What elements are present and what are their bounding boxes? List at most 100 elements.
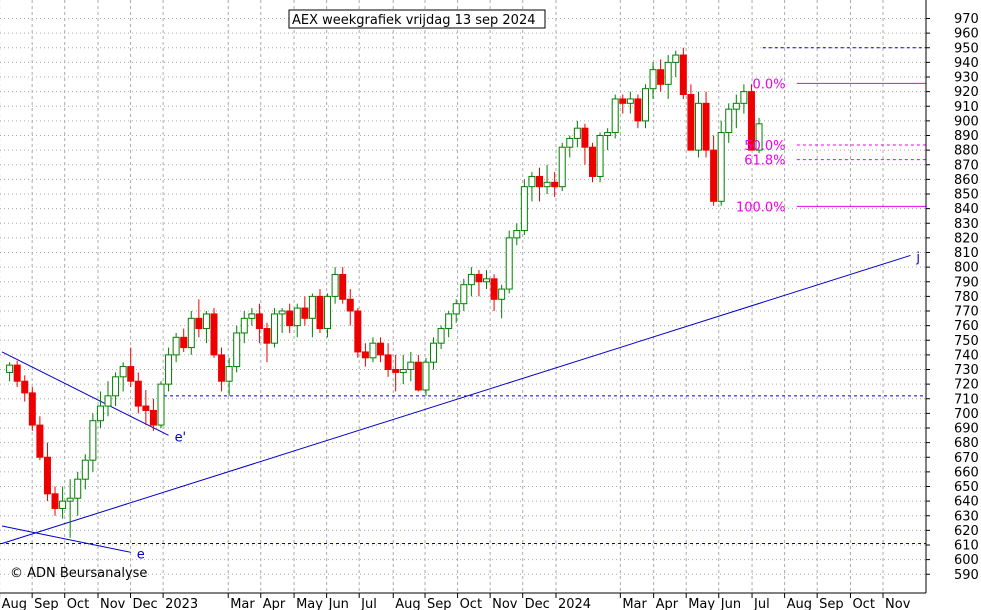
- candle-up: [717, 132, 725, 202]
- candle-up: [528, 175, 536, 188]
- y-tick-label: 750: [954, 334, 979, 349]
- candle-up: [626, 98, 634, 104]
- candle-up: [278, 310, 286, 315]
- trendline-label: e': [175, 430, 187, 445]
- x-tick-label: Mar: [622, 597, 647, 610]
- candle-down: [210, 313, 218, 356]
- candle-up: [74, 478, 82, 499]
- x-tick-label: Apr: [263, 597, 286, 610]
- candle-up: [664, 61, 672, 85]
- y-tick-label: 770: [954, 305, 979, 320]
- candle-down: [316, 295, 324, 330]
- fib-label: 61.8%: [744, 154, 785, 169]
- candle-down: [710, 149, 718, 202]
- candle-down: [36, 424, 44, 458]
- candle-up: [187, 317, 195, 349]
- grid: [0, 0, 926, 593]
- y-tick-label: 660: [954, 465, 979, 480]
- candle-down: [588, 146, 596, 177]
- candle-down: [634, 98, 642, 122]
- candle-up: [293, 307, 301, 327]
- candle-up: [271, 313, 279, 344]
- candle-up: [172, 336, 180, 356]
- candle-up: [308, 295, 316, 319]
- y-tick-label: 900: [954, 114, 979, 129]
- candle-down: [255, 313, 263, 330]
- y-tick-label: 830: [954, 217, 979, 232]
- trendline-j: [1, 254, 911, 545]
- fibonacci-levels: 0.0% 50.0%61.8% 100.0%: [736, 77, 926, 215]
- candle-up: [81, 459, 89, 480]
- fib-label: 0.0%: [752, 77, 785, 92]
- candle-up: [104, 395, 112, 407]
- candle-down: [286, 310, 294, 327]
- candle-up: [498, 288, 506, 300]
- candle-up: [452, 303, 460, 315]
- candle-up: [202, 313, 210, 330]
- candle-down: [263, 328, 271, 344]
- x-tick-label: 2023: [165, 597, 198, 610]
- y-tick-label: 870: [954, 158, 979, 173]
- x-tick-label: Dec: [525, 597, 550, 610]
- candle-down: [361, 351, 369, 359]
- trendlines: j e' e: [1, 250, 920, 562]
- candle-up: [558, 146, 566, 188]
- x-tick-label: 2024: [558, 597, 591, 610]
- candle-up: [596, 135, 604, 177]
- y-tick-label: 970: [954, 12, 979, 27]
- y-tick-label: 810: [954, 246, 979, 261]
- x-tick-label: Dec: [133, 597, 158, 610]
- trendline-e-prime: [1, 351, 169, 436]
- x-tick-label: Aug: [2, 597, 27, 610]
- candle-down: [21, 380, 29, 394]
- candle-down: [149, 409, 157, 426]
- candle-down: [51, 493, 59, 509]
- x-tick-label: Jul: [360, 597, 377, 610]
- y-tick-label: 780: [954, 290, 979, 305]
- x-axis: Aug Sep Oct Nov Dec 2023 Mar Apr May Jun Jul Aug Sep…: [0, 593, 911, 610]
- candle-up: [66, 497, 74, 502]
- x-tick-label: Oct: [460, 597, 482, 610]
- candle-down: [134, 380, 142, 407]
- y-tick-label: 590: [954, 568, 979, 583]
- candle-down: [339, 273, 347, 300]
- y-tick-label: 620: [954, 524, 979, 539]
- y-tick-label: 730: [954, 363, 979, 378]
- y-tick-label: 630: [954, 509, 979, 524]
- y-tick-label: 790: [954, 275, 979, 290]
- y-tick-label: 890: [954, 129, 979, 144]
- x-tick-label: Sep: [34, 597, 59, 610]
- candle-down: [377, 342, 385, 356]
- candle-down: [28, 392, 36, 426]
- y-tick-label: 680: [954, 436, 979, 451]
- candle-down: [354, 310, 362, 353]
- y-tick-label: 800: [954, 261, 979, 276]
- candle-up: [422, 361, 430, 391]
- chart-title-box: AEX weekgrafiek vrijdag 13 sep 2024: [288, 9, 546, 29]
- y-tick-label: 850: [954, 188, 979, 203]
- x-tick-label: Sep: [427, 597, 452, 610]
- candle-up: [248, 313, 256, 319]
- candle-down: [581, 127, 589, 148]
- y-tick-label: 600: [954, 553, 979, 568]
- candle-up: [573, 127, 581, 139]
- y-tick-label: 760: [954, 319, 979, 334]
- x-tick-label: Sep: [819, 597, 844, 610]
- fib-label: 50.0%: [744, 139, 785, 154]
- candle-up: [641, 88, 649, 122]
- candle-up: [407, 361, 415, 370]
- y-axis: 5906006106206306406506606706806907007107…: [926, 12, 979, 583]
- y-tick-label: 740: [954, 348, 979, 363]
- candle-up: [566, 137, 574, 148]
- copyright-label: © ADN Beursanalyse: [10, 566, 147, 581]
- candle-up: [225, 366, 233, 382]
- candle-up: [96, 405, 104, 422]
- candle-up: [694, 102, 702, 151]
- y-tick-label: 650: [954, 480, 979, 495]
- candle-up: [460, 284, 468, 305]
- candle-down: [619, 98, 627, 104]
- trendline-label: j: [915, 250, 920, 265]
- candle-up: [611, 98, 619, 134]
- candle-down: [490, 278, 498, 300]
